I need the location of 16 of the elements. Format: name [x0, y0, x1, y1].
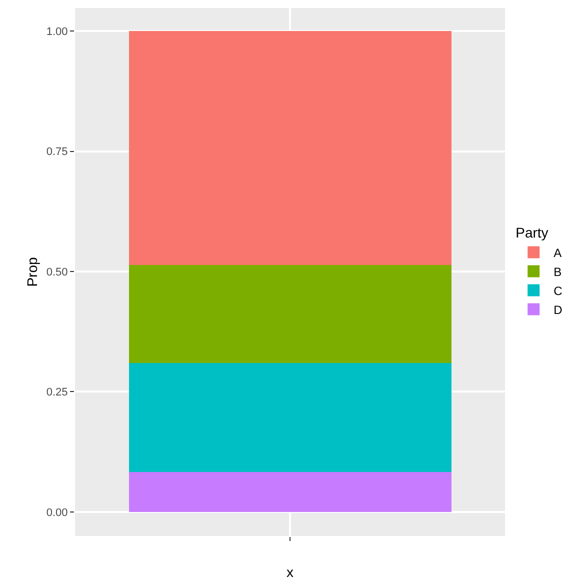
x-axis-title: x [286, 564, 294, 580]
legend-label: B [554, 264, 562, 279]
bar [128, 472, 452, 512]
bar [128, 264, 452, 363]
y-tick-label: 0.00 [46, 506, 68, 519]
y-tick-label: 0.50 [46, 266, 68, 278]
y-tick-label: 0.75 [46, 146, 68, 158]
legend-label: D [554, 302, 563, 317]
y-tick-label: 0.25 [46, 386, 68, 399]
y-tick-label: 1.00 [46, 26, 68, 38]
bar [128, 31, 452, 265]
bar [128, 362, 452, 472]
y-axis-title: Prop [24, 257, 40, 287]
legend-title: Party [516, 224, 548, 241]
legend-label: A [554, 246, 562, 260]
legend-label: C [554, 284, 563, 298]
